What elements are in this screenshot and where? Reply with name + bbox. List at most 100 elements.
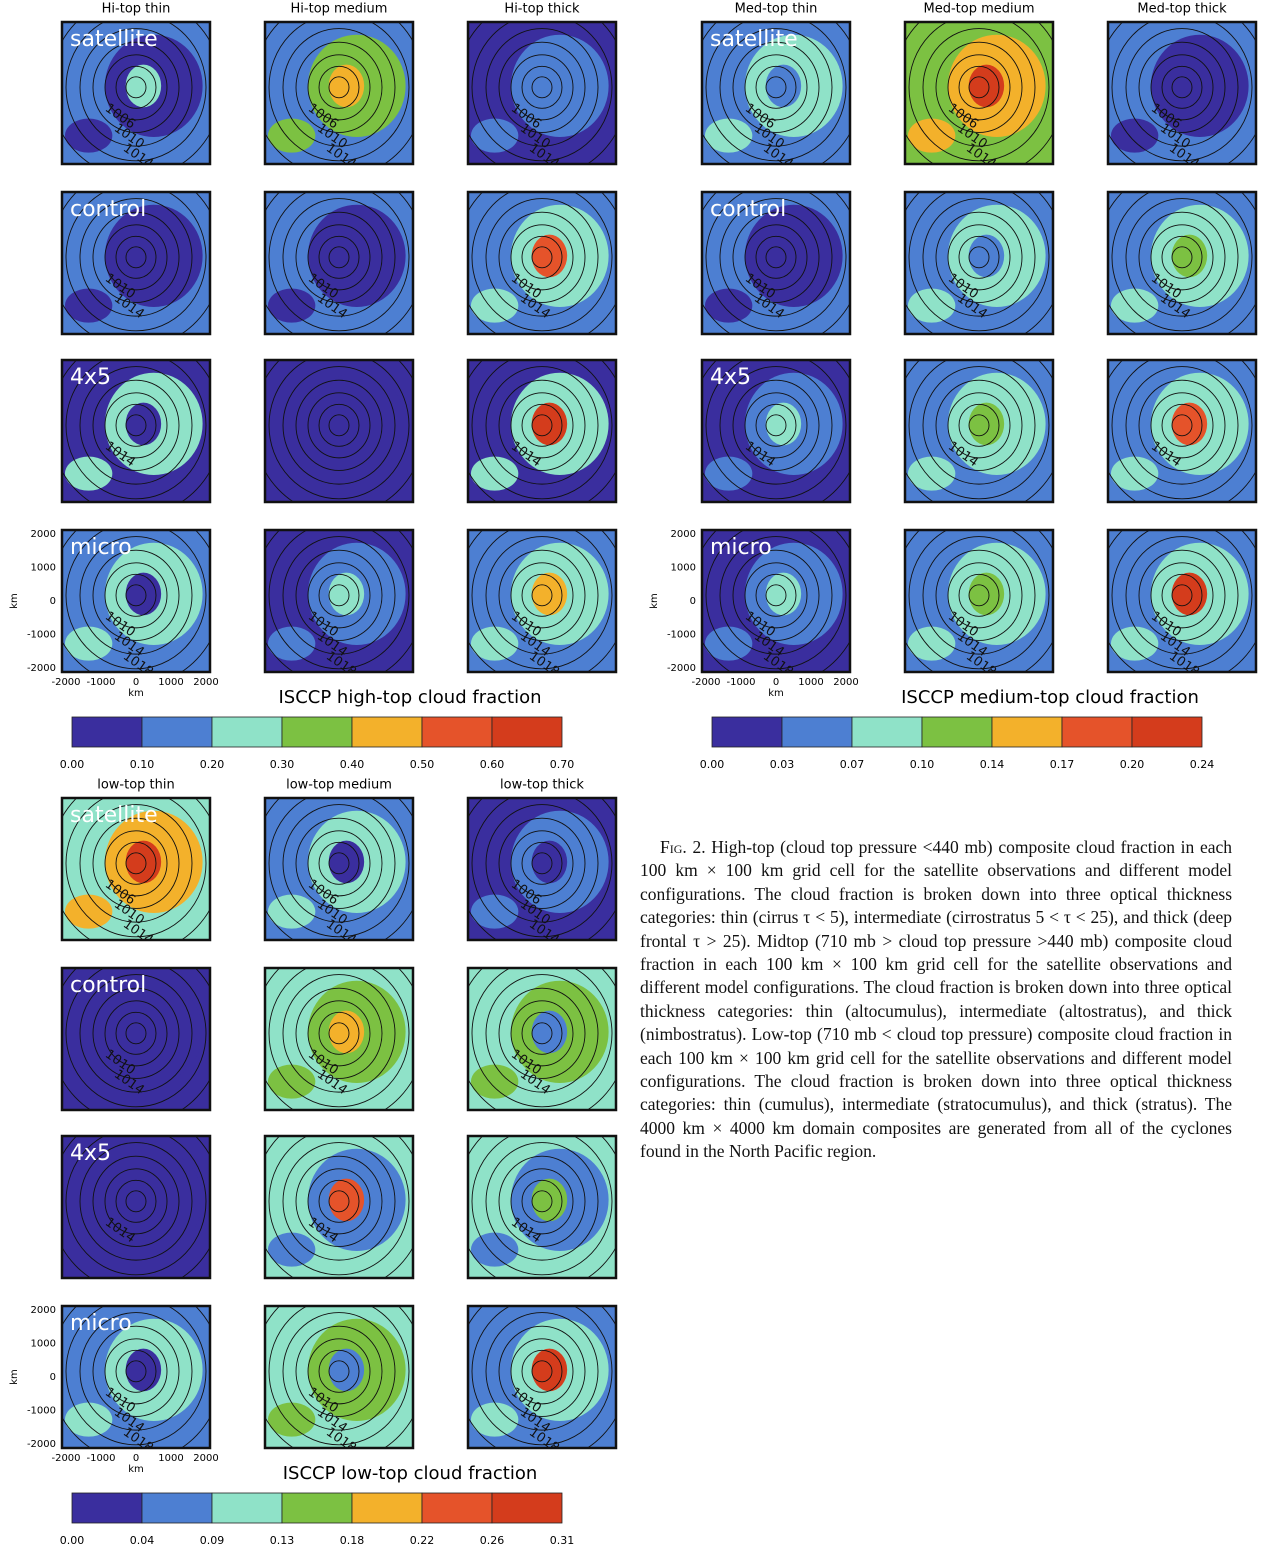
colorbar-segment: [422, 1493, 492, 1523]
colorbar-tick-label: 0.18: [340, 1534, 365, 1546]
column-title: low-top thick: [500, 778, 584, 793]
colorbar-segment: [72, 717, 142, 747]
x-tick-label: 0: [773, 677, 779, 688]
colorbar-segment: [712, 717, 782, 747]
map-panel: 101010141018: [893, 505, 1065, 686]
map-panel: 100610101014: [893, 0, 1065, 178]
row-label: satellite: [70, 27, 158, 52]
column-title: low-top medium: [286, 778, 392, 793]
map-panel: 1014: [50, 335, 222, 516]
colorbar-tick-label: 0.00: [60, 1534, 85, 1546]
y-tick-label: 1000: [671, 563, 696, 574]
map-panel: 10101014: [690, 167, 862, 348]
map-panel: 101010141018: [456, 1281, 628, 1462]
colorbar-segment: [352, 1493, 422, 1523]
x-tick-label: 1000: [798, 677, 823, 688]
map-panel: 1014: [456, 335, 628, 516]
colorbar-tick-label: 0.10: [130, 758, 155, 771]
x-tick-label: -2000: [51, 1453, 80, 1464]
colorbar-tick-label: 0.60: [480, 758, 505, 771]
colorbar-tick-label: 0.70: [550, 758, 575, 771]
column-title: Med-top thin: [735, 2, 818, 17]
y-axis-label: km: [9, 1369, 20, 1385]
column-title: Med-top medium: [923, 2, 1034, 17]
map-panel: 10101014: [893, 167, 1065, 348]
colorbar-segment: [422, 717, 492, 747]
colorbar-tick-label: 0.20: [200, 758, 225, 771]
map-panel: 1014: [253, 1111, 425, 1292]
y-tick-label: 2000: [31, 529, 56, 540]
row-label: micro: [70, 1311, 132, 1336]
map-panel: 101010141018: [1096, 505, 1261, 686]
row-label: satellite: [710, 27, 798, 52]
row-label: control: [70, 973, 146, 998]
y-tick-label: 1000: [31, 563, 56, 574]
row-label: 4x5: [70, 365, 111, 390]
y-axis-label: km: [9, 593, 20, 609]
column-title: low-top thin: [97, 778, 175, 793]
colorbar-segment: [492, 1493, 562, 1523]
caption-label: Fig. 2.: [660, 837, 706, 857]
x-axis-label: km: [768, 688, 784, 699]
colorbar-segment: [352, 717, 422, 747]
colorbar-tick-label: 0.07: [840, 758, 865, 771]
map-panel: 100610101014: [253, 0, 425, 178]
caption-text: High-top (cloud top pressure <440 mb) co…: [640, 837, 1232, 1161]
colorbar-tick-label: 0.20: [1120, 758, 1145, 771]
colorbar-segment: [282, 717, 352, 747]
map-panel: 100610101014: [456, 773, 628, 954]
map-panel: 10101014: [50, 167, 222, 348]
colorbar-tick-label: 0.13: [270, 1534, 295, 1546]
colorbar-segment: [1132, 717, 1202, 747]
map-panel: 10101014: [456, 167, 628, 348]
map-panel: 101010141018: [690, 505, 862, 686]
y-tick-label: 2000: [31, 1305, 56, 1316]
colorbar-tick-label: 0.22: [410, 1534, 435, 1546]
x-tick-label: 2000: [193, 1453, 218, 1464]
x-tick-label: 1000: [158, 677, 183, 688]
map-panel: 100610101014: [1096, 0, 1261, 178]
colorbar-segment: [992, 717, 1062, 747]
y-tick-label: -2000: [667, 663, 696, 674]
row-label: control: [70, 197, 146, 222]
colorbar-segment: [922, 717, 992, 747]
map-panel: 10101014: [253, 167, 425, 348]
x-tick-label: -2000: [51, 677, 80, 688]
map-panel: 101010141018: [253, 1281, 425, 1462]
x-axis-label: km: [128, 1464, 144, 1475]
map-panel: 101010141018: [456, 505, 628, 686]
row-label: micro: [70, 535, 132, 560]
x-axis-label: km: [128, 688, 144, 699]
colorbar-segment: [852, 717, 922, 747]
colorbar-tick-label: 0.30: [270, 758, 295, 771]
x-tick-label: -1000: [86, 677, 115, 688]
row-label: 4x5: [710, 365, 751, 390]
caption: Fig. 2. High-top (cloud top pressure <44…: [640, 836, 1232, 1164]
map-panel: 101010141018: [253, 505, 425, 686]
colorbar-tick-label: 0.17: [1050, 758, 1075, 771]
colorbar-tick-label: 0.04: [130, 1534, 155, 1546]
colorbar-tick-label: 0.14: [980, 758, 1005, 771]
column-title: Med-top thick: [1137, 2, 1227, 17]
y-tick-label: -1000: [667, 630, 696, 641]
colorbar-tick-label: 0.03: [770, 758, 795, 771]
colorbar-segment: [782, 717, 852, 747]
column-title: Hi-top thin: [102, 2, 171, 17]
map-panel: 101010141018: [50, 505, 222, 686]
colorbar-tick-label: 0.26: [480, 1534, 505, 1546]
column-title: Hi-top thick: [504, 2, 580, 17]
colorbar-tick-label: 0.50: [410, 758, 435, 771]
colorbar-segment: [72, 1493, 142, 1523]
row-label: control: [710, 197, 786, 222]
map-panel: 1014: [456, 1111, 628, 1292]
x-tick-label: 0: [133, 677, 139, 688]
x-tick-label: 1000: [158, 1453, 183, 1464]
colorbar-segment: [212, 1493, 282, 1523]
row-label: micro: [710, 535, 772, 560]
y-tick-label: 2000: [671, 529, 696, 540]
